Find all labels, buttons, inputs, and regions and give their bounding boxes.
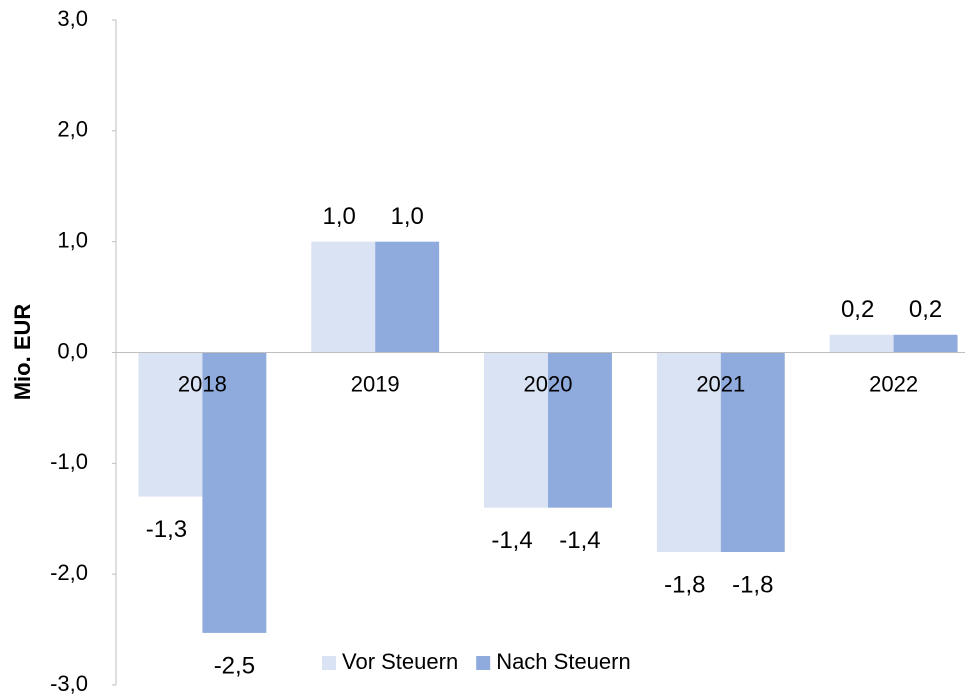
x-tick-label: 2018: [178, 371, 227, 396]
y-tick-label: 1,0: [57, 227, 88, 252]
x-tick-label: 2021: [696, 371, 745, 396]
legend-label: Vor Steuern: [342, 649, 458, 674]
value-label: -1,4: [559, 527, 600, 554]
y-tick-label: -2,0: [50, 560, 88, 585]
bar: [375, 241, 440, 353]
value-label: 0,2: [909, 296, 942, 323]
bar: [202, 352, 267, 633]
value-label: -1,3: [146, 516, 187, 543]
y-tick-label: -3,0: [50, 671, 88, 696]
bar: [656, 352, 721, 552]
y-axis-title: Mio. EUR: [10, 304, 35, 401]
value-label: 0,2: [841, 296, 874, 323]
bar: [548, 352, 612, 508]
value-label: -1,8: [664, 571, 705, 598]
y-tick-label: 2,0: [57, 117, 88, 142]
bar: [893, 334, 958, 353]
y-tick-label: 0,0: [57, 338, 88, 363]
x-tick-label: 2022: [869, 371, 918, 396]
value-label: -1,4: [491, 527, 532, 554]
bar: [311, 241, 376, 353]
bar: [138, 352, 203, 497]
bar: [829, 334, 894, 353]
legend-label: Nach Steuern: [496, 649, 631, 674]
x-tick-label: 2020: [524, 371, 573, 396]
y-tick-label: 3,0: [57, 6, 88, 31]
x-tick-label: 2019: [351, 371, 400, 396]
value-label: -1,8: [732, 571, 773, 598]
value-label: -2,5: [214, 652, 255, 679]
bar: [720, 352, 785, 552]
value-label: 1,0: [323, 203, 356, 230]
value-label: 1,0: [390, 203, 423, 230]
legend-swatch: [322, 656, 336, 670]
bar: [484, 352, 548, 508]
legend-swatch: [476, 656, 491, 670]
y-tick-label: -1,0: [50, 449, 88, 474]
